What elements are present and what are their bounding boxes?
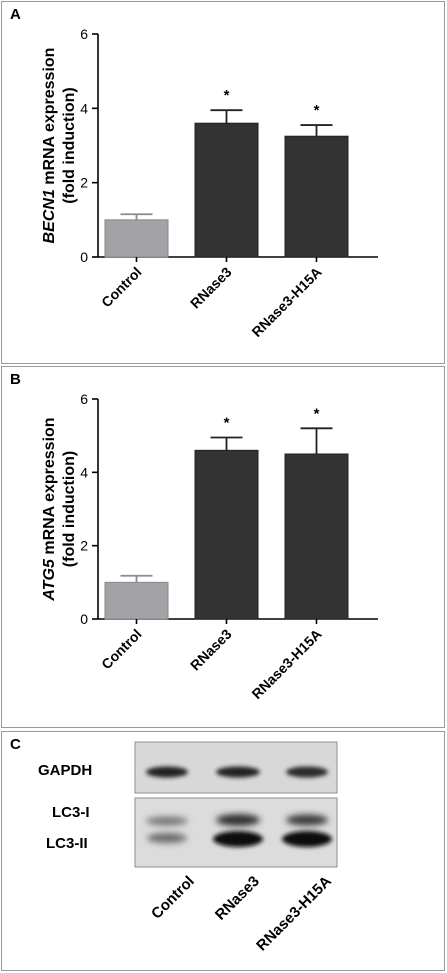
lc3-i-band-control — [146, 816, 188, 826]
chart-b-y-tick-label: 6 — [80, 391, 88, 407]
lc3-i-label: LC3-I — [52, 804, 90, 821]
lc3-ii-label: LC3-II — [46, 835, 88, 852]
chart-a-y-tick-label: 4 — [80, 100, 88, 116]
chart-a-y-tick-label: 0 — [80, 249, 88, 265]
chart-a-bar — [194, 122, 259, 258]
lc3-i-band-rnase3-h15a — [286, 814, 328, 826]
gapdh-band-rnase3-h15a — [286, 766, 328, 778]
lc3-i-band-rnase3 — [216, 814, 260, 826]
gapdh-label: GAPDH — [38, 762, 93, 779]
chart-a-category-label: RNase3 — [187, 264, 235, 312]
chart-b-bar — [104, 581, 169, 620]
chart-a-y-axis-title: BECN1 mRNA expression — [41, 48, 58, 244]
chart-a-y-axis-title-line2: (fold induction) — [61, 87, 78, 203]
lc3-ii-band-control — [147, 833, 187, 843]
chart-b-category-label: RNase3-H15A — [248, 626, 324, 702]
chart-b-category-label: RNase3 — [187, 626, 235, 674]
chart-a-significance-star: * — [224, 87, 230, 104]
chart-a-category-label: Control — [98, 264, 145, 311]
chart-b-y-tick-label: 0 — [80, 611, 88, 627]
panel-a-letter: A — [10, 6, 21, 23]
chart-b-significance-star: * — [314, 405, 320, 422]
chart-a: 0 2 4 6 Control * RNase3 * RNase3-H15A BECN1 mRNA… — [41, 26, 378, 340]
chart-a-y-axis-title-text: mRNA expression — [41, 48, 58, 190]
panel-c: C GAPDH LC3-I LC3-II Control RNase3 RNas… — [1, 731, 445, 971]
panel-b-letter: B — [10, 371, 21, 388]
chart-b-category-label: Control — [98, 626, 145, 673]
chart-b-bar — [284, 453, 349, 620]
chart-a-y-axis-title-gene: BECN1 — [41, 189, 58, 243]
panel-a: A 0 2 4 6 Control * RNase3 * RNase3-H15A BECN1 mR… — [1, 1, 445, 364]
chart-b-y-tick-label: 2 — [80, 538, 88, 554]
chart-a-significance-star: * — [314, 102, 320, 119]
chart-b-y-tick-label: 4 — [80, 464, 88, 480]
chart-a-category-label: RNase3-H15A — [248, 264, 324, 340]
lc3-ii-band-rnase3 — [213, 831, 263, 847]
panel-c-letter: C — [10, 736, 21, 753]
blot-category-control: Control — [148, 873, 198, 923]
chart-a-bar — [104, 219, 169, 258]
western-blot: Control RNase3 RNase3-H15A — [134, 741, 338, 955]
chart-b-y-axis-title-line2: (fold induction) — [61, 451, 78, 567]
chart-b-y-axis-title-text: mRNA expression — [41, 417, 58, 559]
blot-category-rnase3-h15a: RNase3-H15A — [253, 873, 335, 955]
gapdh-band-rnase3 — [216, 766, 260, 778]
lc3-ii-band-rnase3-h15a — [282, 831, 332, 847]
chart-b-y-axis-title: ATG5 mRNA expression — [41, 417, 58, 601]
chart-a-y-tick-label: 2 — [80, 175, 88, 191]
blot-category-rnase3: RNase3 — [212, 873, 263, 924]
chart-b-significance-star: * — [224, 415, 230, 432]
chart-b: 0 2 4 6 Control * RNase3 * RNase3-H15A ATG5 mRNA … — [41, 391, 378, 702]
gapdh-band-control — [146, 766, 188, 778]
chart-b-bar — [194, 449, 259, 620]
chart-b-y-axis-title-gene: ATG5 — [41, 558, 58, 602]
chart-a-y-tick-label: 6 — [80, 26, 88, 42]
chart-a-bar — [284, 135, 349, 258]
panel-b: B 0 2 4 6 Control * RNase3 * RNase3-H15A ATG5 mRN… — [1, 366, 445, 728]
